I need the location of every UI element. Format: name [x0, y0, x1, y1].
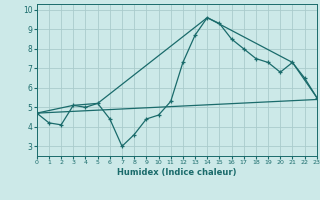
X-axis label: Humidex (Indice chaleur): Humidex (Indice chaleur): [117, 168, 236, 177]
